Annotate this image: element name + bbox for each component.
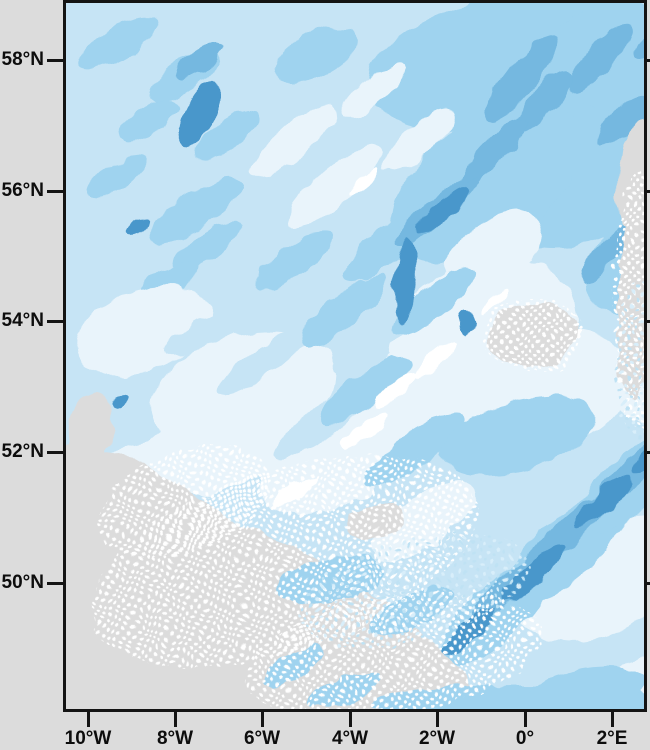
lon-label: 10°W (64, 728, 112, 749)
contour-region-pale (286, 145, 382, 227)
contour-region-pw (97, 444, 271, 558)
contour-region-white (412, 342, 456, 380)
contour-region-dark (458, 310, 474, 336)
lat-tick-right (647, 582, 650, 585)
contour-region-pb (615, 281, 644, 441)
contour-region-light (164, 305, 244, 357)
lat-tick-right (647, 59, 650, 62)
contour-region-mid (146, 177, 242, 245)
lon-tick (174, 712, 177, 727)
lon-label: 6°W (243, 728, 281, 749)
contour-region-strong (597, 94, 644, 148)
lat-tick-right (647, 320, 650, 323)
field-contours (66, 3, 644, 709)
contour-region-dark (179, 79, 221, 147)
lon-label: 2°W (418, 728, 456, 749)
contour-region-pale (342, 63, 406, 119)
lat-tick-right (647, 451, 650, 454)
lat-tick (47, 190, 63, 193)
lon-tick (611, 712, 614, 727)
contour-region-pale (383, 109, 455, 173)
lat-tick (47, 59, 63, 62)
lat-tick (47, 320, 63, 323)
contour-region-pale (250, 103, 338, 179)
lat-tick (47, 582, 63, 585)
contour-region-mid (195, 110, 261, 160)
contour-region-strong (461, 118, 527, 184)
contour-region-white (374, 374, 414, 408)
contour-region-dark (573, 473, 635, 529)
contour-region-strong (516, 69, 572, 133)
contour-region-dark (417, 187, 471, 233)
map-frame (63, 0, 647, 712)
contour-region-mid (256, 232, 332, 290)
contour-region-pw (483, 297, 583, 373)
contour-region-strong (483, 35, 559, 123)
contour-region-white (479, 288, 509, 314)
lon-label: 4°W (331, 728, 369, 749)
contour-region-mid (393, 267, 475, 335)
lon-label: 0° (515, 728, 535, 749)
contour-region-strong (175, 42, 223, 80)
lat-label: 50°N (1, 572, 44, 593)
lat-label: 54°N (1, 310, 44, 331)
contour-region-white (339, 412, 389, 450)
lat-label: 56°N (1, 180, 44, 201)
contour-region-mid (299, 274, 389, 348)
contour-region-mid (318, 356, 410, 426)
lon-tick (261, 712, 264, 727)
lat-tick-right (647, 190, 650, 193)
contour-region-white (348, 167, 380, 195)
lat-tick (47, 451, 63, 454)
contour-region-mid (526, 666, 644, 709)
contour-region-mid (87, 154, 149, 196)
contour-region-light (218, 327, 310, 395)
contour-region-mid (173, 221, 243, 271)
lon-tick (349, 712, 352, 727)
field-canvas (66, 3, 644, 709)
contour-region-dark (394, 237, 416, 325)
contour-region-dark (125, 217, 149, 235)
contour-region-strong (567, 24, 631, 94)
contour-region-mid (274, 27, 358, 83)
lon-tick (524, 712, 527, 727)
contour-region-mid (78, 16, 158, 70)
lat-label: 58°N (1, 49, 44, 70)
contour-region-pb (297, 533, 531, 649)
lon-tick (87, 712, 90, 727)
contour-region-gray (66, 391, 113, 481)
lat-label: 52°N (1, 441, 44, 462)
contour-region-mid (441, 396, 597, 476)
lon-tick (436, 712, 439, 727)
lon-label: 2°E (596, 728, 628, 749)
contour-region-mid (117, 100, 179, 142)
lon-label: 8°W (156, 728, 194, 749)
contour-region-dark (111, 395, 129, 407)
